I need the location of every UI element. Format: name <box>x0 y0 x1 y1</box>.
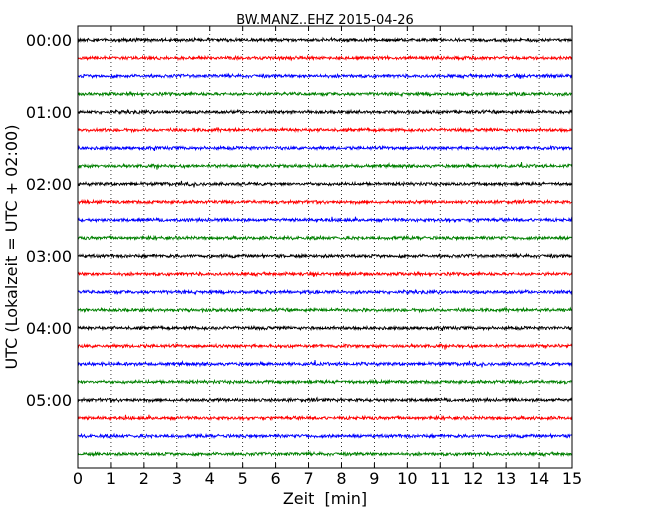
chart-title: BW.MANZ..EHZ 2015-04-26 <box>236 13 414 28</box>
x-tick-label: 3 <box>172 469 182 488</box>
trace-row <box>77 198 573 206</box>
trace-row <box>77 54 573 62</box>
trace-rows <box>77 36 573 458</box>
x-tick-label: 11 <box>430 469 450 488</box>
x-tick-label: 0 <box>73 469 83 488</box>
x-tick-label: 4 <box>205 469 215 488</box>
trace-row <box>77 360 573 368</box>
trace-row <box>77 432 573 440</box>
trace-row <box>77 450 573 458</box>
plot-frame <box>77 25 573 469</box>
trace-row <box>77 108 573 116</box>
trace-row <box>77 324 573 332</box>
x-tick-label: 12 <box>463 469 483 488</box>
x-tick-label: 9 <box>369 469 379 488</box>
trace-row <box>77 414 573 422</box>
x-tick-label: 10 <box>397 469 417 488</box>
trace-row <box>77 36 573 44</box>
y-axis-ticks: 00:00 01:00 02:00 03:00 04:00 05:00 <box>26 31 572 410</box>
trace-row <box>77 342 573 350</box>
trace-row <box>77 126 573 134</box>
x-tick-label: 7 <box>303 469 313 488</box>
y-tick-label: 01:00 <box>26 103 72 122</box>
y-axis-label: UTC (Lokalzeit = UTC + 02:00) <box>2 125 21 370</box>
trace-row <box>77 144 573 152</box>
x-tick-label: 15 <box>562 469 582 488</box>
y-tick-label: 04:00 <box>26 319 72 338</box>
y-tick-label: 03:00 <box>26 247 72 266</box>
trace-row <box>77 180 573 188</box>
trace-row <box>77 216 573 224</box>
y-tick-label: 05:00 <box>26 391 72 410</box>
x-tick-label: 14 <box>529 469 549 488</box>
trace-row <box>77 234 573 242</box>
trace-row <box>77 306 573 314</box>
x-axis-ticks: 0 1 2 3 4 5 6 7 8 9 10 11 12 13 14 15 <box>73 26 582 488</box>
trace-row <box>77 72 573 80</box>
y-tick-label: 02:00 <box>26 175 72 194</box>
x-tick-label: 2 <box>139 469 149 488</box>
trace-row <box>77 252 573 260</box>
trace-row <box>77 270 573 278</box>
x-tick-label: 5 <box>238 469 248 488</box>
x-tick-label: 1 <box>106 469 116 488</box>
trace-row <box>77 288 573 296</box>
x-tick-label: 6 <box>271 469 281 488</box>
x-tick-label: 13 <box>496 469 516 488</box>
trace-row <box>77 90 573 98</box>
x-tick-label: 8 <box>336 469 346 488</box>
trace-row <box>77 378 573 386</box>
trace-row <box>77 162 573 170</box>
vertical-gridlines <box>110 26 540 468</box>
x-axis-label: Zeit [min] <box>283 489 367 508</box>
y-tick-label: 00:00 <box>26 31 72 50</box>
trace-row <box>77 396 573 404</box>
